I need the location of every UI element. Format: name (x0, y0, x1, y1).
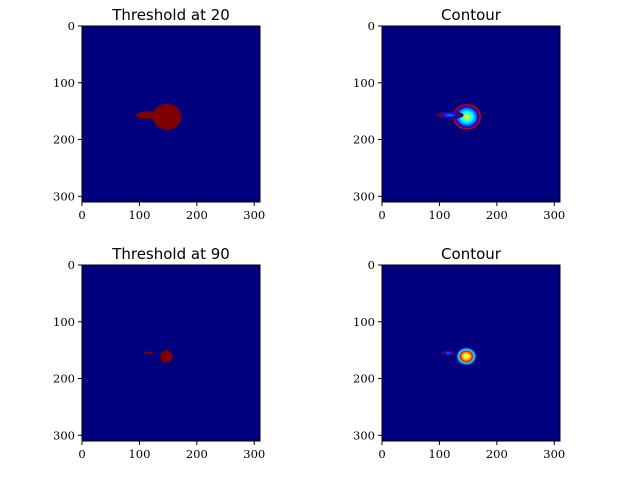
x-tick-label: 0 (378, 447, 385, 461)
x-tick-label: 300 (543, 208, 565, 222)
x-tick-label: 200 (186, 208, 208, 222)
x-tick-label: 300 (243, 447, 265, 461)
x-tick-label: 200 (486, 447, 508, 461)
x-tick-label: 100 (428, 447, 450, 461)
y-tick-label: 200 (53, 133, 75, 147)
y-tick-label: 200 (353, 133, 375, 147)
x-tick-label: 300 (243, 208, 265, 222)
y-tick-label: 100 (53, 76, 75, 90)
blob-region (135, 111, 164, 120)
x-tick-label: 200 (486, 208, 508, 222)
image-area (81, 25, 261, 203)
blob-region (456, 347, 477, 366)
x-tick-label: 0 (378, 208, 385, 222)
y-tick-label: 200 (353, 372, 375, 386)
y-tick-label: 100 (353, 315, 375, 329)
y-tick-label: 300 (353, 189, 375, 203)
panel-title: Threshold at 90 (111, 245, 230, 263)
image-area (81, 264, 261, 442)
panel-title: Threshold at 20 (111, 6, 230, 24)
x-tick-label: 0 (78, 208, 85, 222)
y-tick-label: 100 (353, 76, 375, 90)
panel-title: Contour (441, 6, 502, 24)
x-tick-label: 100 (128, 447, 150, 461)
y-tick-label: 0 (368, 19, 375, 33)
x-tick-label: 100 (428, 208, 450, 222)
blob-region (152, 103, 182, 130)
blob-region (440, 350, 457, 356)
blob-region (144, 351, 154, 355)
x-tick-label: 0 (78, 447, 85, 461)
y-tick-label: 300 (53, 428, 75, 442)
y-tick-label: 0 (368, 258, 375, 272)
panel-title: Contour (441, 245, 502, 263)
axes-frame (381, 264, 561, 442)
x-tick-label: 100 (128, 208, 150, 222)
image-area (381, 25, 561, 203)
blob-region (160, 350, 173, 363)
y-tick-label: 0 (68, 19, 75, 33)
y-tick-label: 200 (53, 372, 75, 386)
y-tick-label: 100 (53, 315, 75, 329)
y-tick-label: 0 (68, 258, 75, 272)
axes-frame (81, 25, 261, 203)
image-area (381, 264, 561, 442)
x-tick-label: 200 (186, 447, 208, 461)
x-tick-label: 300 (543, 447, 565, 461)
blob-region (435, 111, 464, 120)
axes-frame (381, 25, 561, 203)
y-tick-label: 300 (353, 428, 375, 442)
y-tick-label: 300 (53, 189, 75, 203)
axes-frame (81, 264, 261, 442)
blob-region (452, 103, 482, 130)
